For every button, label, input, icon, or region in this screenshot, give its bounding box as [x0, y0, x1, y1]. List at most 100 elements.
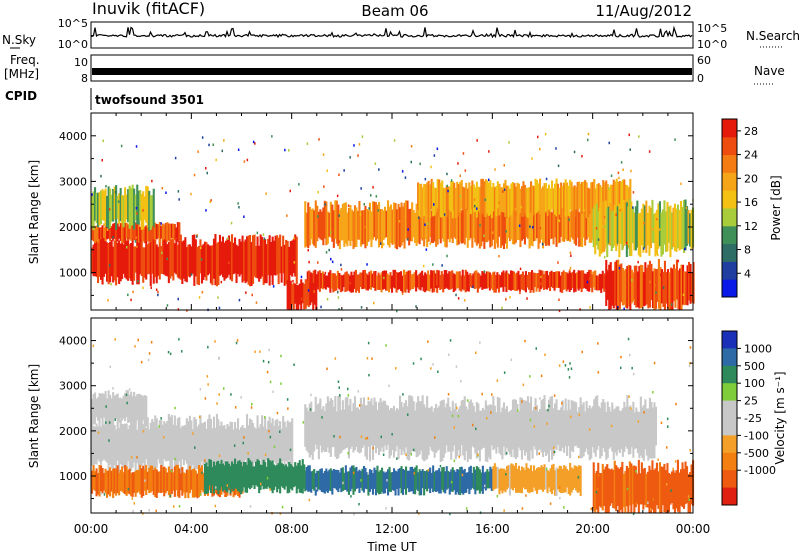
- velocity-colorbar-tick-label: -100: [744, 429, 769, 442]
- power-cell: [365, 209, 368, 246]
- velocity-cell: [603, 402, 606, 452]
- power-cell: [143, 247, 146, 278]
- velocity-cell: [584, 411, 587, 452]
- velocity-cell: [654, 406, 657, 446]
- nsky-label: N.Sky: [2, 33, 36, 47]
- power-cell: [585, 210, 588, 240]
- power-cell: [241, 235, 244, 283]
- power-cell: [493, 187, 496, 211]
- velocity-cell: [615, 465, 618, 512]
- velocity-cell: [627, 467, 630, 513]
- power-cell: [593, 179, 596, 216]
- power-cell: [106, 242, 109, 282]
- power-cell: [327, 272, 330, 288]
- velocity-cell: [620, 410, 623, 449]
- velocity-cell: [689, 472, 692, 513]
- power-cell: [669, 267, 672, 310]
- power-cell: [549, 203, 552, 239]
- power-cell: [681, 206, 684, 249]
- power-cell: [149, 240, 152, 287]
- power-cell: [338, 273, 341, 290]
- velocity-speck: [240, 396, 242, 399]
- power-cell: [532, 272, 535, 293]
- velocity-cell: [486, 405, 489, 462]
- velocity-speck: [674, 460, 677, 463]
- velocity-cell: [624, 406, 627, 447]
- velocity-cell: [280, 428, 283, 469]
- power-cell: [145, 225, 148, 243]
- power-cell: [554, 210, 557, 238]
- velocity-cell: [149, 465, 152, 493]
- velocity-cell: [511, 464, 514, 491]
- power-cell: [292, 282, 295, 310]
- power-cell: [91, 247, 94, 274]
- power-cell: [258, 245, 261, 282]
- velocity-speck: [687, 495, 690, 498]
- velocity-speck: [675, 402, 677, 406]
- power-cell: [514, 186, 517, 217]
- power-speck: [427, 222, 429, 225]
- power-cell: [110, 239, 113, 277]
- power-cell: [374, 202, 377, 241]
- velocity-cell: [628, 461, 631, 506]
- power-cell: [175, 238, 178, 275]
- power-cell: [600, 202, 603, 254]
- velocity-speck: [496, 379, 499, 382]
- velocity-cell: [578, 407, 581, 448]
- velocity-cell: [483, 409, 486, 448]
- velocity-speck: [503, 509, 505, 512]
- velocity-cell: [619, 467, 622, 510]
- power-cell: [167, 223, 170, 241]
- power-cell: [601, 270, 604, 289]
- power-speck: [662, 286, 665, 289]
- velocity-speck: [562, 360, 565, 363]
- power-cell: [469, 185, 472, 215]
- power-cell: [690, 209, 693, 249]
- velocity-cell: [340, 410, 343, 453]
- velocity-cell: [412, 401, 415, 450]
- velocity-cell: [651, 460, 654, 510]
- velocity-cell: [229, 466, 232, 494]
- velocity-cell: [601, 463, 604, 511]
- power-cell: [600, 274, 603, 293]
- power-cell: [481, 178, 484, 214]
- power-cell: [636, 200, 639, 248]
- power-cell: [519, 208, 522, 248]
- velocity-speck: [460, 380, 462, 383]
- power-cell: [579, 211, 582, 247]
- power-cell: [495, 207, 498, 244]
- power-cell: [319, 209, 322, 240]
- power-data-layer: [91, 132, 695, 313]
- velocity-cell: [237, 418, 240, 473]
- velocity-cell: [128, 394, 131, 423]
- velocity-speck: [665, 483, 668, 486]
- power-cell: [640, 208, 643, 246]
- power-cell: [534, 178, 537, 214]
- velocity-speck: [136, 456, 138, 459]
- velocity-cell: [107, 470, 110, 495]
- power-speck: [509, 296, 511, 299]
- power-colorbar-block: [722, 279, 737, 298]
- power-cell: [531, 202, 534, 247]
- velocity-cell: [664, 470, 667, 513]
- power-cell: [295, 236, 298, 284]
- power-cell: [638, 266, 641, 309]
- power-speck: [227, 237, 229, 240]
- power-cell: [500, 272, 503, 288]
- power-cell: [103, 234, 106, 277]
- power-speck: [424, 223, 426, 226]
- power-cell: [654, 212, 657, 257]
- power-speck: [540, 275, 542, 279]
- velocity-cell: [127, 428, 130, 462]
- velocity-cell: [271, 418, 274, 463]
- power-cell: [576, 272, 579, 289]
- power-speck: [600, 219, 602, 223]
- velocity-speck: [286, 398, 289, 401]
- velocity-speck: [391, 433, 393, 436]
- power-cell: [642, 272, 645, 307]
- velocity-cell: [478, 469, 481, 494]
- velocity-speck: [689, 449, 691, 452]
- velocity-cell: [645, 408, 648, 456]
